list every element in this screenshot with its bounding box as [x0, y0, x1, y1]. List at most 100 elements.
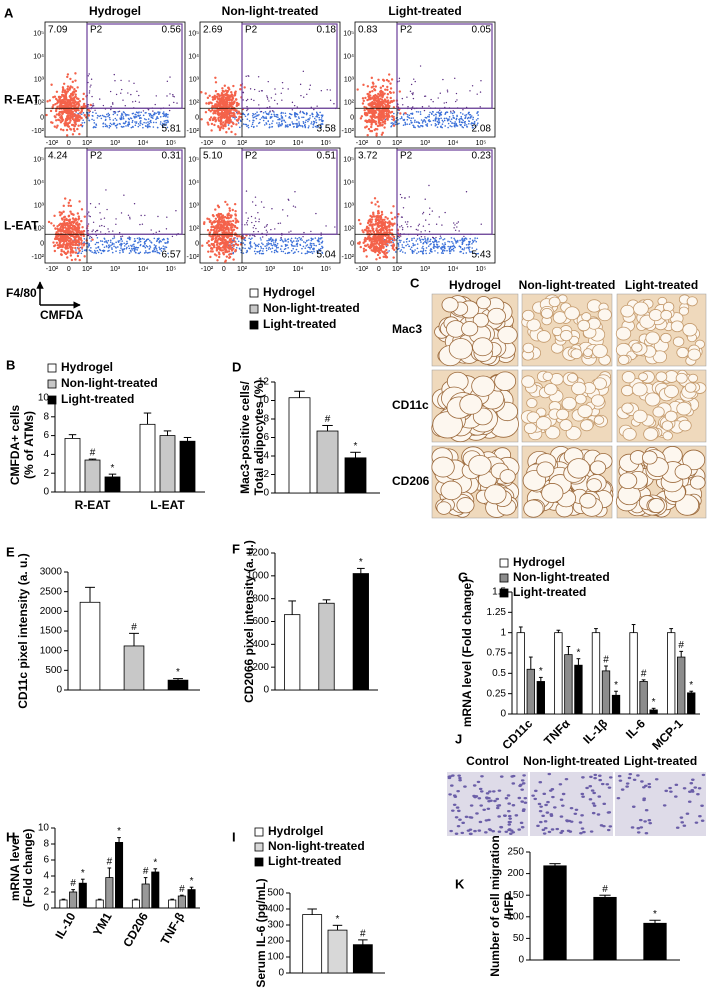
axis-tick-label: 10³: [420, 140, 431, 147]
event-dot: [388, 237, 392, 241]
event-dot: [71, 133, 75, 136]
event-dot: [284, 238, 286, 240]
event-dot: [303, 112, 306, 115]
event-dot: [87, 234, 90, 237]
event-dot: [404, 123, 407, 126]
event-dot: [77, 241, 81, 244]
event-dot: [69, 210, 72, 213]
event-dot: [273, 243, 275, 246]
event-dot: [235, 123, 238, 126]
event-dot: [413, 78, 415, 80]
event-dot: [476, 122, 479, 125]
event-dot: [108, 245, 111, 248]
event-dot: [249, 244, 252, 247]
adipocyte: [431, 456, 455, 478]
event-dot: [288, 231, 290, 233]
event-dot: [82, 92, 85, 96]
event-dot: [378, 109, 382, 113]
event-dot: [88, 90, 91, 92]
event-dot: [66, 104, 69, 107]
event-dot: [148, 114, 151, 117]
event-dot: [169, 76, 171, 78]
event-dot: [137, 246, 140, 249]
event-dot: [210, 225, 213, 229]
event-dot: [297, 250, 300, 253]
event-dot: [234, 217, 237, 220]
event-dot: [162, 122, 164, 125]
event-dot: [475, 240, 478, 243]
event-dot: [153, 112, 156, 114]
event-dot: [409, 248, 412, 251]
event-dot: [223, 84, 227, 87]
event-dot: [473, 252, 475, 254]
event-dot: [65, 123, 68, 126]
event-dot: [223, 234, 227, 238]
event-dot: [443, 238, 446, 240]
event-dot: [69, 246, 72, 249]
event-dot: [160, 247, 163, 250]
event-dot: [242, 242, 245, 244]
event-dot: [119, 243, 121, 246]
event-dot: [94, 249, 96, 252]
event-dot: [310, 122, 312, 125]
event-dot: [434, 113, 437, 116]
event-dot: [112, 237, 114, 240]
event-dot: [133, 249, 136, 251]
event-dot: [260, 252, 263, 255]
adipocyte: [655, 371, 668, 382]
event-dot: [465, 252, 468, 254]
event-dot: [231, 208, 234, 212]
event-dot: [385, 229, 389, 232]
event-dot: [454, 125, 456, 128]
event-dot: [309, 84, 311, 86]
event-dot: [133, 203, 136, 205]
event-dot: [225, 231, 228, 235]
event-dot: [419, 250, 422, 253]
event-dot: [228, 253, 231, 256]
gate: [396, 23, 493, 109]
event-dot: [111, 243, 114, 246]
event-dot: [300, 252, 303, 255]
event-dot: [271, 122, 273, 125]
event-dot: [410, 119, 412, 122]
event-dot: [370, 215, 374, 219]
event-dot: [71, 234, 74, 238]
event-dot: [369, 115, 372, 118]
event-dot: [442, 238, 444, 241]
event-dot: [254, 244, 257, 246]
event-dot: [131, 112, 134, 115]
adipocyte: [526, 397, 538, 409]
event-dot: [251, 114, 254, 117]
axis-tick-label: 0: [350, 114, 354, 121]
event-dot: [158, 112, 161, 114]
event-dot: [380, 210, 384, 214]
event-dot: [129, 216, 131, 218]
event-dot: [56, 225, 59, 228]
event-dot: [263, 206, 265, 209]
event-dot: [404, 121, 406, 124]
event-dot: [58, 119, 61, 122]
event-dot: [309, 242, 312, 245]
event-dot: [453, 227, 455, 229]
event-dot: [82, 119, 84, 122]
adipocyte: [641, 450, 658, 465]
event-dot: [82, 229, 86, 233]
event-dot: [380, 221, 383, 225]
adipocyte: [540, 308, 554, 319]
event-dot: [283, 119, 285, 121]
event-dot: [101, 243, 104, 246]
event-dot: [76, 127, 79, 131]
event-dot: [256, 251, 259, 253]
adipocyte: [661, 420, 674, 431]
event-dot: [414, 126, 416, 129]
event-dot: [216, 259, 219, 262]
event-dot: [62, 82, 66, 85]
adipocyte: [536, 330, 551, 343]
cell: [508, 817, 512, 820]
event-dot: [404, 252, 407, 254]
event-dot: [321, 114, 324, 116]
event-dot: [475, 248, 478, 251]
event-dot: [89, 250, 92, 252]
event-dot: [210, 228, 213, 232]
event-dot: [436, 244, 438, 246]
